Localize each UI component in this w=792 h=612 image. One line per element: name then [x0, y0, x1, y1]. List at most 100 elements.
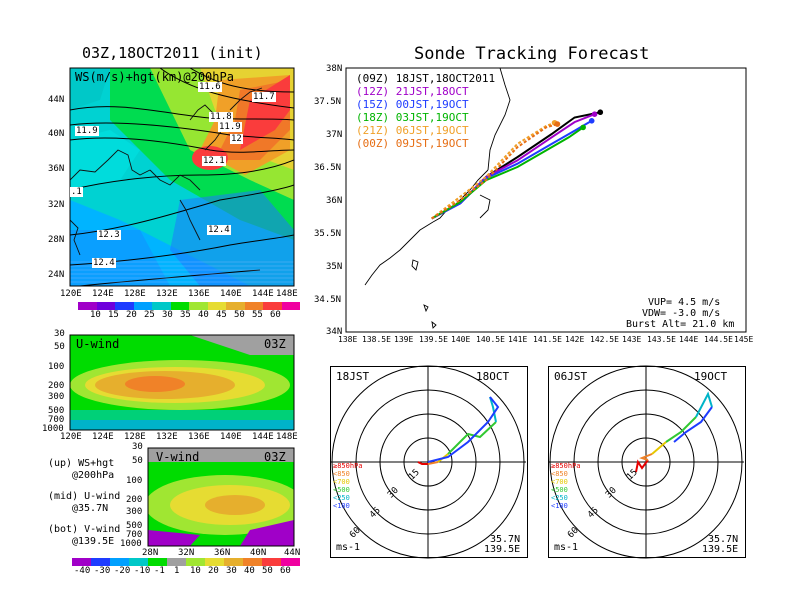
lat-tick: 36N — [326, 196, 343, 206]
lat-tick: 40N — [48, 129, 65, 139]
pressure-tick: 30 — [132, 442, 143, 452]
hodo-trace — [427, 396, 500, 463]
contour-label: 12.4 — [207, 225, 231, 235]
track-landing-point — [588, 118, 595, 124]
pressure-tick: 300 — [48, 392, 65, 402]
contour-label: 12 — [230, 134, 243, 144]
cb-tick: 10 — [190, 566, 201, 576]
note-up: (up) WS+hgt — [48, 458, 115, 469]
hodo-trace — [489, 396, 497, 423]
cb-tick: -10 — [134, 566, 151, 576]
cb-tick: 55 — [252, 310, 263, 320]
cb-tick: 50 — [262, 566, 273, 576]
lon-tick: 144.5E — [704, 335, 733, 344]
lon-tick: 139E — [394, 335, 414, 344]
colorbar-swatch — [263, 302, 282, 310]
colorbar-swatch — [91, 558, 110, 566]
cb-tick: 1 — [174, 566, 180, 576]
lat-tick: 35N — [326, 262, 343, 272]
uwind-shading — [70, 335, 294, 430]
hodo-trace — [427, 461, 439, 465]
lon-tick: 138E — [338, 335, 358, 344]
track-landing-point — [554, 121, 561, 127]
lon-tick: 128E — [124, 432, 146, 442]
lon-tick: 140E — [220, 289, 242, 299]
lat-tick: 28N — [142, 548, 159, 558]
contour-label: 12.1 — [202, 156, 226, 166]
pressure-legend-item: <250 — [333, 494, 350, 502]
colorbar-swatch — [281, 558, 300, 566]
lon-tick: 139.5E — [419, 335, 448, 344]
colorbar-swatch — [205, 558, 224, 566]
right-title: Sonde Tracking Forecast — [414, 44, 650, 64]
wind-colorbar — [72, 558, 300, 566]
hodo-lat: 35.7N — [490, 534, 521, 545]
main-title: 03Z,18OCT2011 (init) — [82, 44, 263, 62]
lon-tick: 120E — [60, 432, 82, 442]
param-vdw: VDW= -3.0 m/s — [642, 308, 721, 319]
vwind-shading — [148, 448, 294, 546]
param-vup: VUP= 4.5 m/s — [648, 297, 721, 308]
colorbar-swatch — [96, 302, 115, 310]
lat-tick: 34N — [326, 327, 343, 337]
lat-tick: 38N — [326, 64, 343, 74]
note-mid: (mid) U-wind — [48, 491, 121, 502]
hodo-lat: 35.7N — [708, 534, 739, 545]
lat-tick: 36N — [214, 548, 231, 558]
lon-tick: 142.5E — [590, 335, 619, 344]
lat-tick: 34.5N — [314, 295, 342, 305]
lon-tick: 148E — [276, 289, 298, 299]
lon-tick: 124E — [92, 289, 114, 299]
cb-tick: 30 — [226, 566, 237, 576]
launch-entry: (09Z) 18JST,18OCT2011 — [356, 72, 496, 85]
pressure-tick: 500 — [48, 406, 65, 416]
colorbar-swatch — [152, 302, 171, 310]
cb-tick: 20 — [208, 566, 219, 576]
map-panel-label: WS(m/s)+hgt(km)@200hPa — [75, 70, 234, 84]
pressure-tick: 500 — [126, 521, 143, 531]
contour-label: .1 — [70, 187, 83, 197]
pressure-legend-item: <250 — [551, 494, 568, 502]
note-bot: (bot) V-wind — [48, 524, 121, 535]
lon-tick: 142E — [565, 335, 585, 344]
pressure-legend-item: ≥850hPa — [551, 462, 581, 470]
hodo-unit: ms-1 — [336, 542, 361, 553]
track-series-line — [431, 119, 593, 220]
pressure-tick: 200 — [48, 381, 65, 391]
lat-tick: 28N — [48, 235, 65, 245]
cb-tick: 30 — [162, 310, 173, 320]
cb-tick: -1 — [154, 566, 165, 576]
pressure-tick: 700 — [48, 415, 65, 425]
cb-tick: 25 — [144, 310, 155, 320]
track-landing-point — [591, 111, 598, 117]
contour-label: 11.6 — [198, 82, 222, 92]
ws-colorbar — [78, 302, 300, 310]
lon-tick: 132E — [156, 432, 178, 442]
lat-tick: 40N — [250, 548, 267, 558]
note-bot-sub: @139.5E — [72, 536, 115, 547]
launch-entry: (21Z) 06JST,19OCT — [356, 124, 469, 137]
lat-tick: 32N — [178, 548, 195, 558]
pressure-legend-item: <500 — [333, 486, 350, 494]
uwind-label: U-wind — [76, 337, 120, 351]
launch-entry: (18Z) 03JST,19OCT — [356, 111, 469, 124]
pressure-tick: 30 — [54, 329, 65, 339]
lon-tick: 144E — [679, 335, 699, 344]
lat-tick: 24N — [48, 270, 65, 280]
colorbar-swatch — [170, 302, 189, 310]
lon-tick: 124E — [92, 432, 114, 442]
lat-tick: 44N — [284, 548, 301, 558]
lat-tick: 35.5N — [314, 229, 342, 239]
hodo-unit: ms-1 — [554, 542, 579, 553]
lon-tick: 140.5E — [476, 335, 505, 344]
lon-tick: 143.5E — [647, 335, 676, 344]
lat-tick: 36N — [48, 164, 65, 174]
lat-tick: 44N — [48, 95, 65, 105]
cb-tick: 45 — [216, 310, 227, 320]
lon-tick: 141E — [508, 335, 528, 344]
colorbar-swatch — [110, 558, 129, 566]
lon-tick: 144E — [252, 289, 274, 299]
hodo-lon: 139.5E — [484, 544, 521, 555]
colorbar-swatch — [226, 302, 245, 310]
hodo-trace — [635, 459, 649, 473]
